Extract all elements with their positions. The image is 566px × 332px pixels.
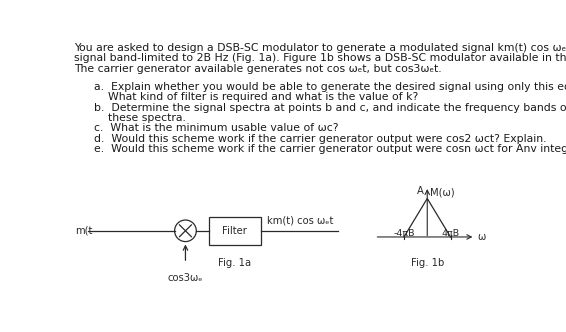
Text: km(t) cos ωₑt: km(t) cos ωₑt — [267, 215, 333, 225]
Text: What kind of filter is required and what is the value of k?: What kind of filter is required and what… — [94, 92, 418, 102]
Text: e.  Would this scheme work if the carrier generator output were cosn ωct for Αnv: e. Would this scheme work if the carrier… — [94, 144, 566, 154]
Text: a.  Explain whether you would be able to generate the desired signal using only : a. Explain whether you would be able to … — [94, 82, 566, 92]
Text: these spectra.: these spectra. — [94, 113, 186, 123]
Text: A: A — [417, 186, 423, 196]
Text: Filter: Filter — [222, 226, 247, 236]
Text: d.  Would this scheme work if the carrier generator output were cos2 ωct? Explai: d. Would this scheme work if the carrier… — [94, 134, 547, 144]
Text: -4πB: -4πB — [393, 229, 415, 238]
Text: c.  What is the minimum usable value of ωc?: c. What is the minimum usable value of ω… — [94, 124, 338, 133]
Text: ω: ω — [478, 232, 486, 242]
Text: b.  Determine the signal spectra at points b and c, and indicate the frequency b: b. Determine the signal spectra at point… — [94, 103, 566, 113]
Text: m(t: m(t — [75, 226, 92, 236]
Text: signal band-limited to 2B Hz (Fig. 1a). Figure 1b shows a DSB-SC modulator avail: signal band-limited to 2B Hz (Fig. 1a). … — [74, 53, 566, 63]
Text: cos3ωₑ: cos3ωₑ — [168, 273, 203, 283]
Text: Fig. 1a: Fig. 1a — [218, 258, 251, 268]
Text: M(ω): M(ω) — [430, 188, 454, 198]
Text: The carrier generator available generates not cos ωₑt, but cos3ωₑt.: The carrier generator available generate… — [74, 64, 441, 74]
Bar — [209, 217, 260, 245]
Text: You are asked to design a DSB-SC modulator to generate a modulated signal km(t) : You are asked to design a DSB-SC modulat… — [74, 43, 566, 53]
Text: Fig. 1b: Fig. 1b — [410, 258, 444, 268]
Text: 4πB: 4πB — [441, 229, 460, 238]
